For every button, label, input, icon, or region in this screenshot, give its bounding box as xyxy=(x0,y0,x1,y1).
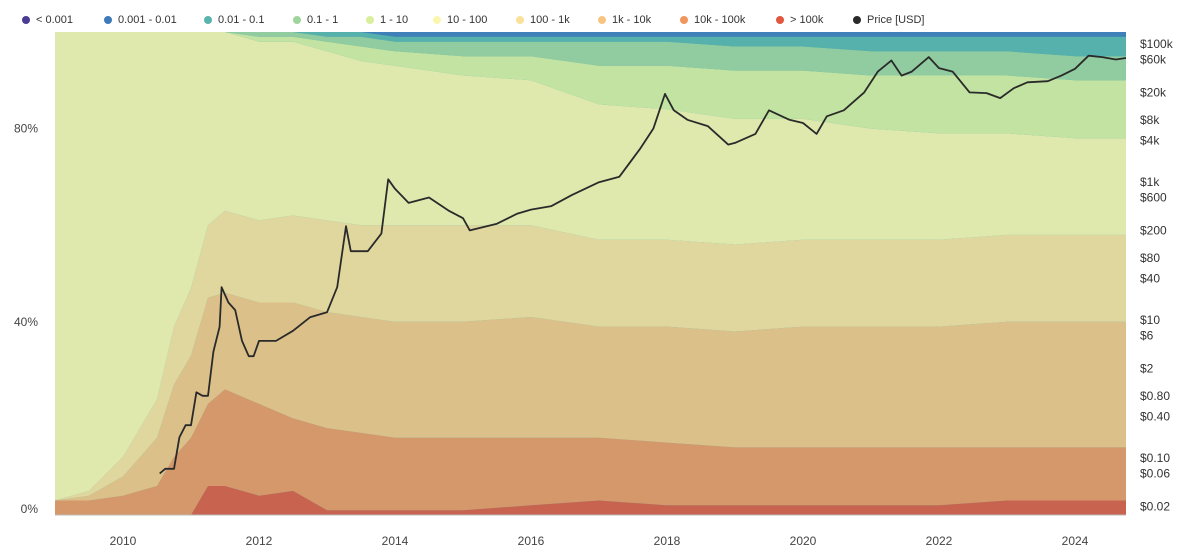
price-line xyxy=(159,54,1127,475)
y-right-tick-label: $0.10 xyxy=(1140,451,1170,465)
legend-item[interactable]: 1 - 10 xyxy=(366,12,408,28)
legend-item[interactable]: 100 - 1k xyxy=(516,12,570,28)
y-right-tick-label: $1k xyxy=(1140,175,1160,189)
area-100-1k xyxy=(55,210,1126,501)
y-right-tick-label: $0.02 xyxy=(1140,499,1170,513)
x-tick-label: 2016 xyxy=(518,534,545,548)
legend-label: 10k - 100k xyxy=(694,14,746,26)
legend-label: < 0.001 xyxy=(36,14,74,26)
legend-item[interactable]: < 0.001 xyxy=(22,12,73,28)
legend-swatch xyxy=(680,16,688,24)
x-tick-label: 2022 xyxy=(926,534,953,548)
area-1k-10k xyxy=(55,292,1126,501)
y-right-tick-label: $2 xyxy=(1140,361,1154,375)
area-10-100 xyxy=(55,32,1126,501)
y-left-tick-label: 80% xyxy=(14,122,38,136)
legend-item[interactable]: 0.1 - 1 xyxy=(293,12,338,28)
legend-swatch xyxy=(776,16,784,24)
legend-item[interactable]: 0.01 - 0.1 xyxy=(204,12,264,28)
legend-swatch xyxy=(598,16,606,24)
y-right-tick-label: $20k xyxy=(1140,85,1167,99)
legend-label: 0.1 - 1 xyxy=(307,14,339,26)
y-right-tick-label: $10 xyxy=(1140,313,1160,327)
legend-item[interactable]: Price [USD] xyxy=(853,12,924,28)
x-tick-label: 2024 xyxy=(1062,534,1089,548)
legend-label: 1k - 10k xyxy=(612,14,652,26)
legend-swatch xyxy=(516,16,524,24)
x-tick-label: 2020 xyxy=(790,534,817,548)
y-left-tick-label: 40% xyxy=(14,315,38,329)
legend-item[interactable]: 10k - 100k xyxy=(680,12,745,28)
legend-swatch xyxy=(204,16,212,24)
legend-item[interactable]: 1k - 10k xyxy=(598,12,651,28)
y-right-tick-label: $40 xyxy=(1140,272,1160,286)
legend-swatch xyxy=(366,16,374,24)
x-tick-label: 2012 xyxy=(246,534,273,548)
y-right-tick-label: $100k xyxy=(1140,37,1174,51)
legend-label: 1 - 10 xyxy=(380,14,409,26)
x-tick-label: 2014 xyxy=(382,534,409,548)
legend-item[interactable]: 0.001 - 0.01 xyxy=(104,12,177,28)
price-layer xyxy=(159,54,1127,475)
y-axis-left: 80% 40% 0% xyxy=(14,122,38,516)
legend-label: > 100k xyxy=(790,14,824,26)
legend-label: 0.01 - 0.1 xyxy=(218,14,265,26)
y-right-tick-label: $0.06 xyxy=(1140,466,1170,480)
legend-swatch xyxy=(433,16,441,24)
legend: < 0.001 0.001 - 0.01 0.01 - 0.1 0.1 - 1 1 - … xyxy=(0,0,1192,28)
legend-swatch xyxy=(104,16,112,24)
area-0-001-0-01 xyxy=(55,32,1126,37)
legend-swatch xyxy=(853,16,861,24)
legend-item[interactable]: > 100k xyxy=(776,12,823,28)
y-right-tick-label: $4k xyxy=(1140,134,1160,148)
x-axis: 2010 2012 2014 2016 2018 2020 2022 2024 xyxy=(55,514,1126,548)
y-right-tick-label: $6 xyxy=(1140,328,1154,342)
stacked-areas xyxy=(55,32,1126,515)
legend-label: 0.001 - 0.01 xyxy=(118,14,177,26)
legend-swatch xyxy=(22,16,30,24)
legend-label: Price [USD] xyxy=(867,14,925,26)
y-right-tick-label: $200 xyxy=(1140,223,1167,237)
y-right-tick-label: $60k xyxy=(1140,52,1167,66)
legend-item[interactable]: 10 - 100 xyxy=(433,12,487,28)
y-right-tick-label: $80 xyxy=(1140,251,1160,265)
area-10k-100k xyxy=(55,389,1126,515)
y-axis-right: $100k$60k$20k$8k$4k$1k$600$200$80$40$10$… xyxy=(1140,37,1174,513)
y-right-tick-label: $0.80 xyxy=(1140,389,1170,403)
x-tick-label: 2018 xyxy=(654,534,681,548)
y-right-tick-label: $0.40 xyxy=(1140,410,1170,424)
area-0-01-0-1 xyxy=(55,32,1126,57)
legend-label: 10 - 100 xyxy=(447,14,488,26)
y-right-tick-label: $8k xyxy=(1140,113,1160,127)
area--100k xyxy=(55,486,1126,515)
legend-label: 100 - 1k xyxy=(530,14,570,26)
legend-swatch xyxy=(293,16,301,24)
y-right-tick-label: $600 xyxy=(1140,190,1167,204)
area-1-10 xyxy=(55,32,1126,139)
area-0-1-1 xyxy=(55,32,1126,81)
y-left-tick-label: 0% xyxy=(21,502,39,516)
x-tick-label: 2010 xyxy=(110,534,137,548)
